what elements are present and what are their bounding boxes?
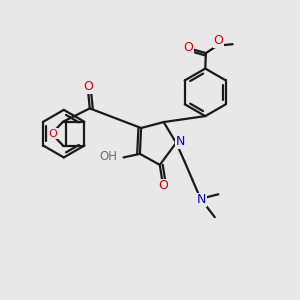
Text: OH: OH (99, 150, 117, 163)
Text: N: N (176, 136, 185, 148)
Text: O: O (183, 41, 193, 54)
Text: O: O (83, 80, 93, 93)
Text: O: O (213, 34, 223, 47)
Text: O: O (49, 129, 58, 139)
Text: O: O (159, 179, 169, 192)
Text: N: N (197, 194, 206, 206)
